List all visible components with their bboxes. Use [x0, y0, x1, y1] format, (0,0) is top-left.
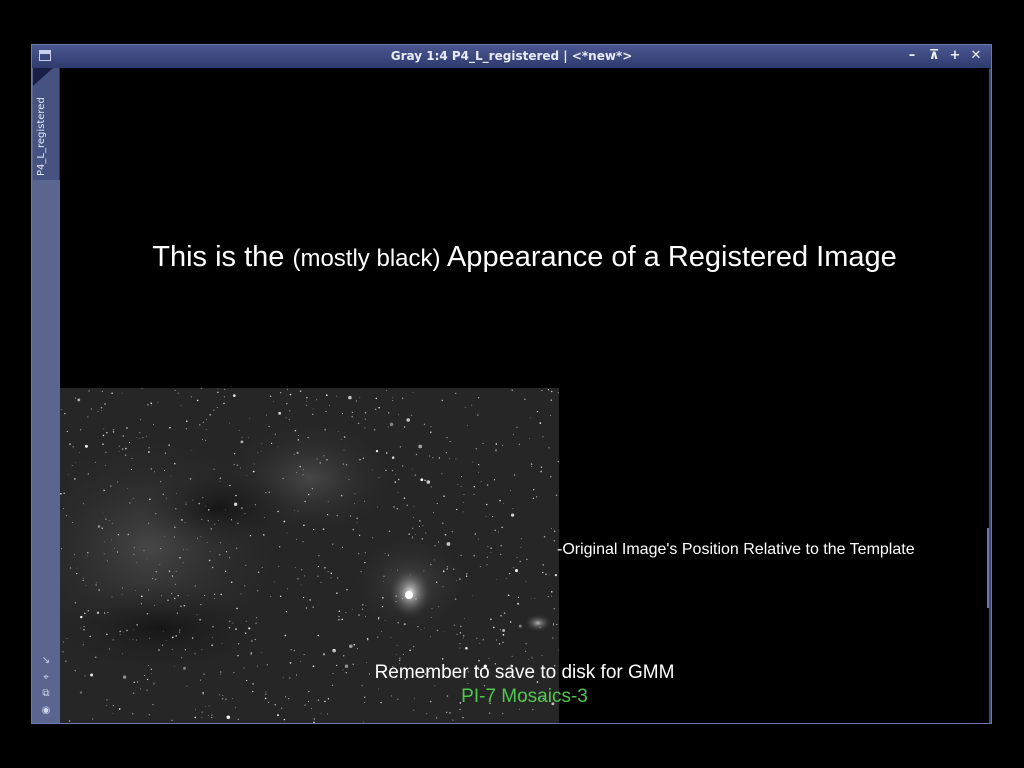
view-tab[interactable]: P4_L_registered — [33, 68, 60, 180]
window-menu-icon[interactable] — [39, 50, 51, 61]
clone-icon[interactable]: ⧉ — [42, 688, 50, 699]
heading-part-2: (mostly black) — [292, 245, 441, 272]
annotation-heading: This is the (mostly black) Appearance of… — [60, 241, 989, 274]
registered-image-region — [60, 388, 559, 723]
fit-icon[interactable]: ↘ — [41, 655, 51, 666]
star-field-graphic — [60, 388, 559, 723]
shade-icon[interactable]: ⊼ — [928, 48, 940, 63]
position-note: -Original Image's Position Relative to t… — [557, 541, 915, 558]
view-tab-label: P4_L_registered — [36, 97, 47, 176]
maximize-icon[interactable]: + — [949, 48, 961, 63]
close-icon[interactable]: ✕ — [970, 48, 982, 63]
edge-marker — [987, 528, 989, 608]
target-icon[interactable]: ◉ — [41, 705, 51, 716]
minimize-icon[interactable]: – — [908, 48, 916, 63]
image-canvas[interactable]: This is the (mostly black) Appearance of… — [60, 68, 989, 723]
heading-part-3: Appearance of a Registered Image — [446, 241, 897, 273]
title-bar[interactable]: Gray 1:4 P4_L_registered | <*new*> – ⊼ +… — [32, 45, 991, 69]
heading-part-1: This is the — [152, 241, 285, 273]
reminder-text: Remember to save to disk for GMM — [374, 662, 675, 683]
image-window: Gray 1:4 P4_L_registered | <*new*> – ⊼ +… — [31, 44, 992, 724]
window-title: Gray 1:4 P4_L_registered | <*new*> — [390, 49, 633, 63]
credit-text: PI-7 Mosaics-3 — [461, 686, 588, 707]
zoom-icon[interactable]: ⌖ — [43, 672, 49, 683]
view-sidebar: P4_L_registered ↘ ⌖ ⧉ ◉ — [32, 68, 60, 723]
